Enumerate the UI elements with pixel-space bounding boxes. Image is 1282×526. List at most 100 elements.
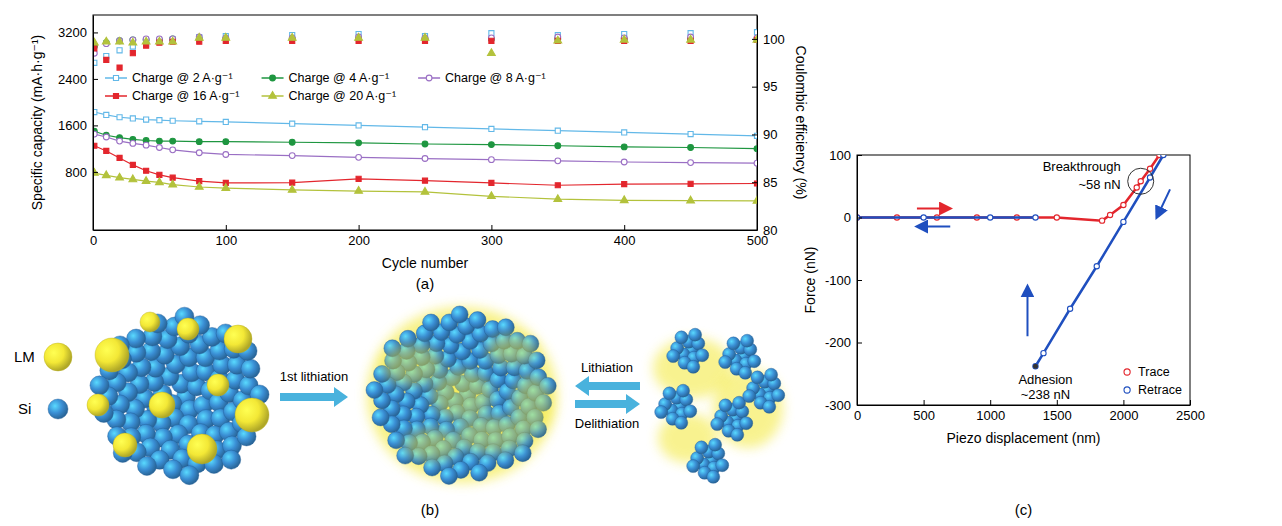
tick-label: 1000 xyxy=(976,408,1005,423)
si-particle xyxy=(677,384,690,397)
data-point xyxy=(196,139,202,145)
tick-mark xyxy=(752,134,757,135)
data-point xyxy=(921,215,926,220)
data-point xyxy=(1054,215,1059,220)
legend-label: Charge @ 2 A·g⁻¹ xyxy=(132,71,233,85)
data-point xyxy=(156,37,164,44)
lm-particle xyxy=(87,394,109,416)
lm-particle xyxy=(207,374,229,396)
data-point xyxy=(130,116,135,121)
si-particle xyxy=(741,334,754,347)
si-particle xyxy=(748,355,761,368)
legend-item: Trace xyxy=(1124,365,1170,379)
tick: 1000 xyxy=(976,400,1005,423)
si-particle xyxy=(675,416,688,429)
data-point xyxy=(622,130,627,135)
si-particle xyxy=(707,470,720,483)
data-point xyxy=(1033,364,1038,369)
data-point xyxy=(1099,218,1104,223)
si-particle xyxy=(687,360,700,373)
tick-label: 85 xyxy=(763,175,777,190)
data-point xyxy=(104,112,109,117)
data-point xyxy=(223,152,229,158)
tick: 0 xyxy=(844,210,862,225)
si-particle xyxy=(469,312,486,329)
data-point xyxy=(421,187,429,194)
legend-label: Charge @ 20 A·g⁻¹ xyxy=(289,89,397,103)
tick-mark xyxy=(857,155,862,156)
si-particle xyxy=(399,330,416,347)
tick-label: 2400 xyxy=(58,72,87,87)
axis-title: Cycle number xyxy=(382,255,469,271)
data-point xyxy=(488,192,496,199)
data-point xyxy=(356,140,362,146)
process-arrow xyxy=(575,394,640,414)
tick-label: -200 xyxy=(825,335,851,350)
panel-label: (b) xyxy=(421,501,439,518)
data-point xyxy=(422,141,428,147)
data-point xyxy=(1121,202,1126,207)
tick-mark xyxy=(857,280,862,281)
legend-label: Trace xyxy=(1138,365,1170,379)
tick-label: 100 xyxy=(215,233,237,248)
legend-item: Charge @ 20 A·g⁻¹ xyxy=(262,89,397,103)
tick: 1600 xyxy=(58,118,98,133)
tick-mark xyxy=(752,230,757,231)
legend-marker xyxy=(270,75,276,81)
data-point xyxy=(421,33,429,40)
lm-particle xyxy=(177,318,199,340)
si-particle xyxy=(663,387,676,400)
legend-item: Charge @ 2 A·g⁻¹ xyxy=(105,71,233,85)
data-point xyxy=(289,153,295,159)
axis-title: Piezo displacement (nm) xyxy=(946,430,1100,446)
tick-mark xyxy=(93,79,98,80)
data-point xyxy=(142,177,150,184)
panel-label: (c) xyxy=(1015,501,1033,518)
tick-label: 1500 xyxy=(1043,408,1072,423)
lm-glow xyxy=(487,335,537,365)
data-point xyxy=(1138,179,1143,184)
step-label: Lithiation xyxy=(581,360,633,375)
data-point xyxy=(196,34,202,40)
data-point xyxy=(116,173,124,180)
tick-label: 0 xyxy=(844,210,851,225)
si-particle xyxy=(388,432,405,449)
data-point xyxy=(754,146,757,152)
tick: 2000 xyxy=(1109,400,1138,423)
data-point xyxy=(142,37,150,44)
direction-arrow xyxy=(1157,189,1170,217)
data-point xyxy=(988,215,993,220)
axis-title: Specific capacity (mA·h·g⁻¹) xyxy=(29,35,45,210)
data-point xyxy=(422,125,427,130)
tick: -200 xyxy=(825,335,862,350)
tick: 90 xyxy=(752,127,777,142)
tick-label: -100 xyxy=(825,273,851,288)
si-particle xyxy=(451,306,468,323)
annotations: Breakthrough~58 nNAdhesion~238 nN xyxy=(1018,159,1153,402)
data-point xyxy=(222,184,230,191)
axis-title: Force (nN) xyxy=(802,247,818,314)
tick: -100 xyxy=(825,273,862,288)
lm-particle xyxy=(149,392,175,418)
data-point xyxy=(355,187,363,194)
series-line xyxy=(94,146,757,186)
tick-label: 90 xyxy=(763,127,777,142)
series-line xyxy=(857,155,1163,366)
data-point xyxy=(129,175,137,182)
tick-label: 300 xyxy=(481,233,503,248)
step-label: Delithiation xyxy=(575,416,639,431)
data-point xyxy=(129,38,137,45)
lm-glow xyxy=(382,345,442,385)
annotation-circle xyxy=(1128,168,1154,194)
tick: -300 xyxy=(825,398,862,413)
si-particle xyxy=(372,409,389,426)
data-point xyxy=(489,38,494,43)
step-label: 1st lithiation xyxy=(280,369,349,384)
data-point xyxy=(754,30,757,35)
tick-mark xyxy=(1123,400,1124,405)
si-particle xyxy=(716,459,729,472)
tick-label: 2500 xyxy=(1176,408,1205,423)
data-point xyxy=(1041,350,1046,355)
data-point xyxy=(222,33,230,40)
data-point xyxy=(554,195,562,202)
